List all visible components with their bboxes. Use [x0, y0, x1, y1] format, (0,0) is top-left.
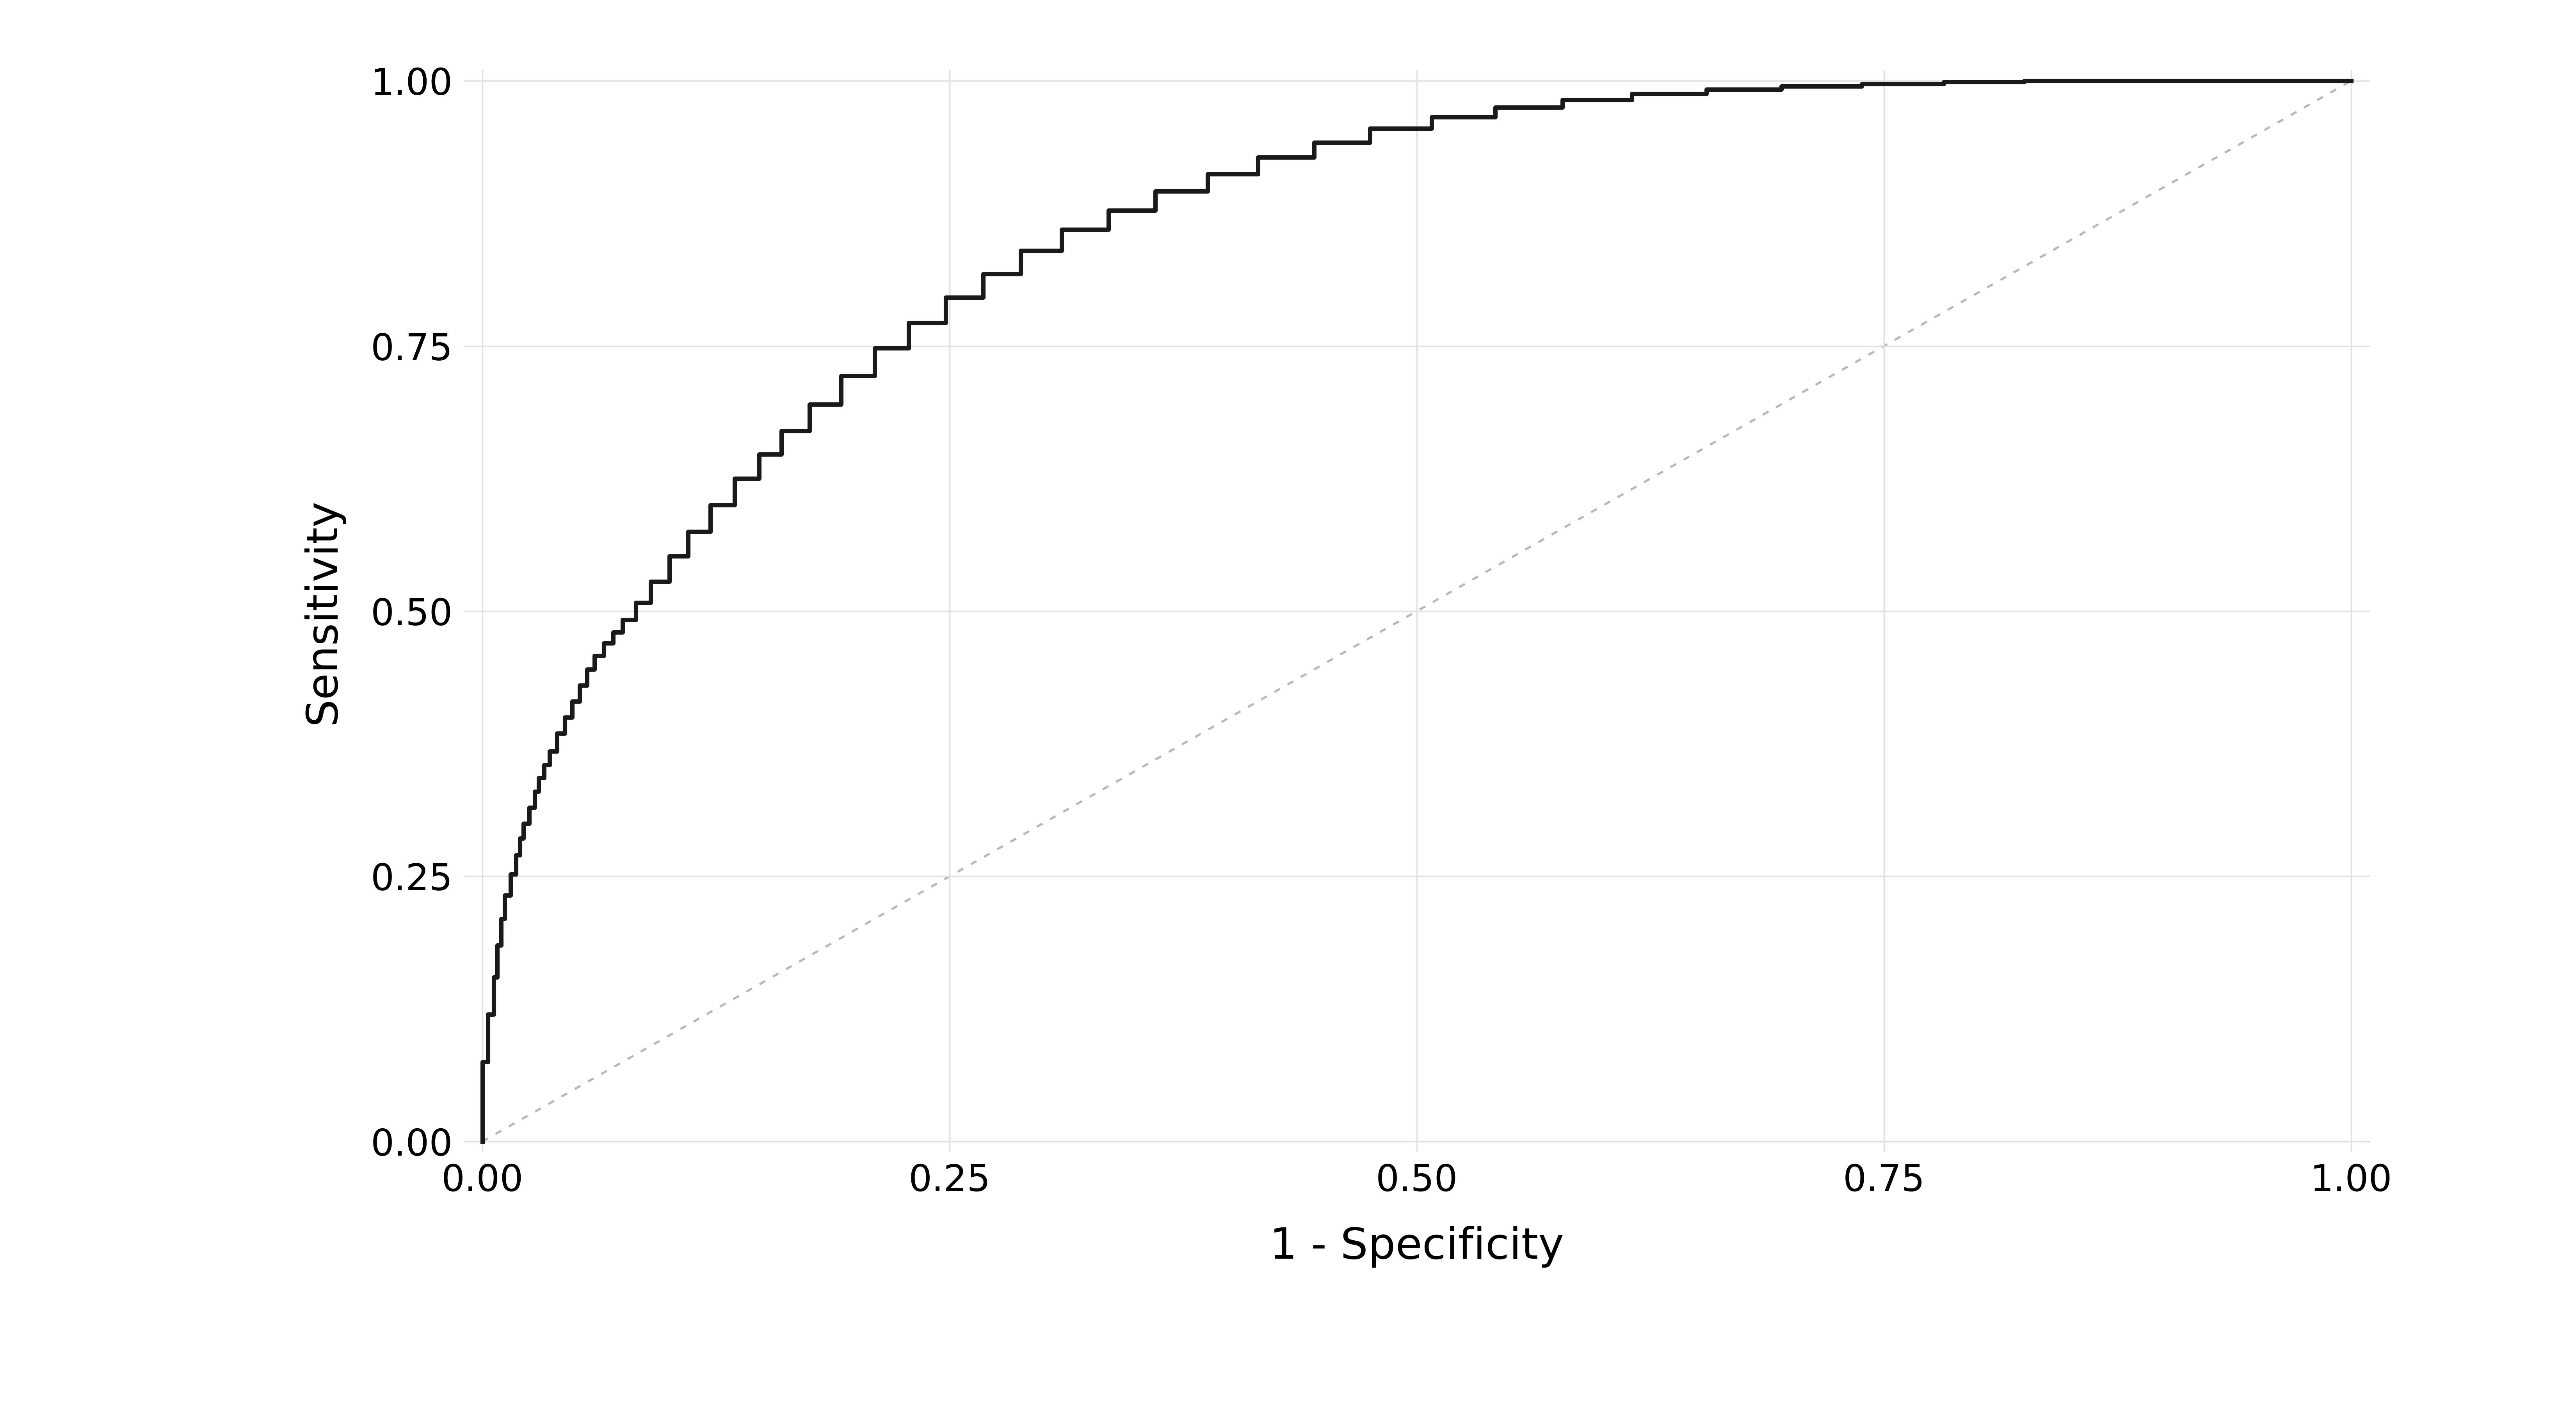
X-axis label: 1 - Specificity: 1 - Specificity	[1270, 1227, 1564, 1267]
Y-axis label: Sensitivity: Sensitivity	[301, 499, 343, 724]
